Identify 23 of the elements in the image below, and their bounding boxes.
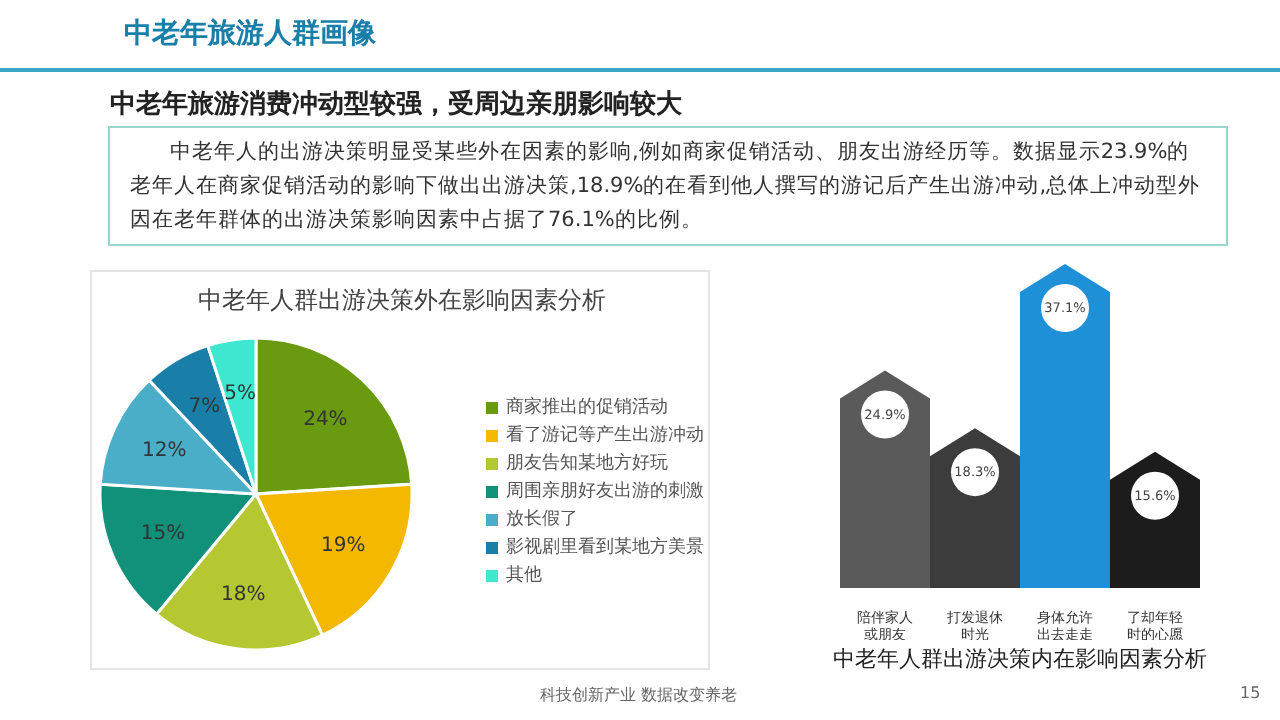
- legend-label: 商家推出的促销活动: [506, 395, 668, 422]
- legend-label: 放长假了: [506, 507, 578, 534]
- legend-label: 朋友告知某地方好玩: [506, 451, 668, 478]
- data-label: 19%: [321, 534, 366, 557]
- data-label: 12%: [142, 439, 187, 462]
- legend-label: 影视剧里看到某地方美景: [506, 535, 704, 562]
- data-label: 15%: [140, 523, 186, 546]
- text: 中老年人群出游决策内在影响因素分析: [831, 644, 1209, 674]
- bar: [1020, 264, 1110, 588]
- text: 中老年旅游人群画像: [124, 16, 376, 52]
- data-label: 7%: [188, 395, 221, 418]
- data-label: 18%: [221, 583, 266, 606]
- legend-label: 周围亲朋好友出游的刺激: [506, 479, 704, 506]
- text: 科技创新产业 数据改变养老: [540, 684, 738, 706]
- data-label: 24%: [303, 409, 348, 432]
- legend-label: 看了游记等产生出游冲动: [506, 423, 704, 450]
- text: 15: [1240, 684, 1261, 702]
- data-label: 5%: [224, 382, 257, 405]
- legend-label: 其他: [506, 563, 542, 590]
- bar: [840, 370, 930, 588]
- chart-title: 中老年人群出游决策外在影响因素分析: [196, 284, 608, 318]
- text: 中老年人的出游决策明显受某些外在因素的影响,例如商家促销活动、朋友出游经历等。数据显示23.9%的老年人在商家促销活动的影响下做出出游决策,18.9%的在看到他人撰写的游记后产生出游冲动,总体上冲动型外因在老年群体的出游决策影响因素中占据了76.1%的比例。: [108, 126, 1228, 246]
- text: 中老年旅游消费冲动型较强，受周边亲朋影响较大: [110, 87, 682, 122]
